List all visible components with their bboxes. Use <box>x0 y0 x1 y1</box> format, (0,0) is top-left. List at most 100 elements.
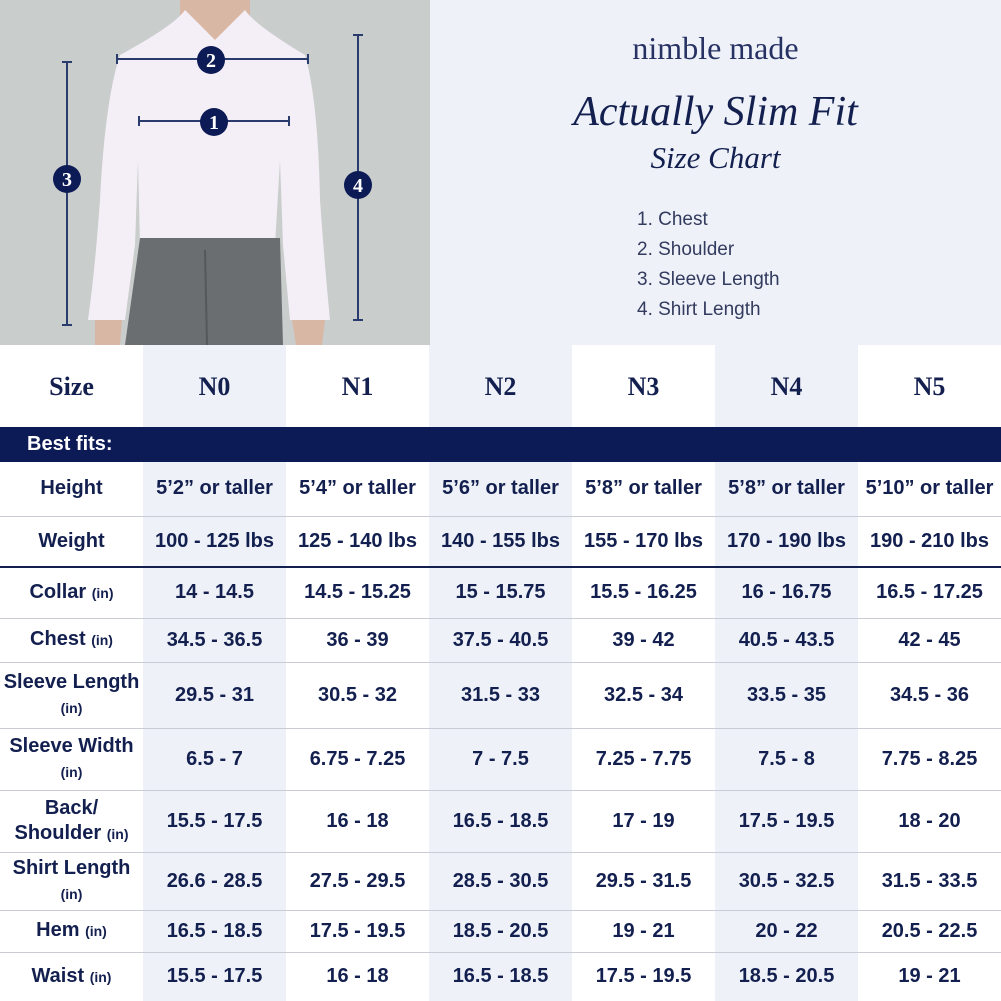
table-row: Sleeve Width (in) 6.5 - 7 6.75 - 7.25 7 - 7… <box>0 728 1001 791</box>
size-header-n4: N4 <box>715 345 858 427</box>
table-cell: 19 - 21 <box>898 965 961 988</box>
best-fits-band: Best fits: <box>0 427 1001 462</box>
table-cell: 15.5 - 17.5 <box>143 952 286 1001</box>
table-cell: 19 - 21 <box>572 910 715 953</box>
unit-label: (in) <box>60 885 83 902</box>
row-label: Weight <box>0 516 143 568</box>
table-cell: 34.5 - 36.5 <box>143 618 286 663</box>
row-label: Sleeve Width (in) <box>0 728 143 791</box>
row-label-text: Chest <box>30 628 86 650</box>
table-cell: 16 - 18 <box>286 790 429 853</box>
table-cell: 15.5 - 16.25 <box>572 567 715 619</box>
marker-2 <box>197 46 225 74</box>
row-label-text: Sleeve Width <box>9 734 134 757</box>
row-label-text: Back/ Shoulder <box>14 796 102 844</box>
table-cell: 7.75 - 8.25 <box>858 728 1001 791</box>
table-cell: 30.5 - 32.5 <box>715 852 858 911</box>
table-row: Shirt Length (in) 26.6 - 28.5 27.5 - 29.5 2… <box>0 852 1001 911</box>
size-header-n2: N2 <box>429 345 572 427</box>
svg-text:4: 4 <box>353 175 363 197</box>
table-cell: 125 - 140 lbs <box>286 516 429 568</box>
table-cell: 27.5 - 29.5 <box>286 852 429 911</box>
size-header-n3: N3 <box>627 371 660 401</box>
table-cell: 5’8” or taller <box>572 462 715 517</box>
unit-label: (in) <box>60 699 83 716</box>
table-cell: 17.5 - 19.5 <box>715 790 858 853</box>
size-label: Size <box>49 371 94 401</box>
table-cell: 6.5 - 7 <box>143 728 286 791</box>
table-cell: 16.5 - 17.25 <box>858 567 1001 619</box>
table-cell: 37.5 - 40.5 <box>429 618 572 663</box>
model-photo: 1 2 3 4 <box>0 0 430 345</box>
table-cell: 16.5 - 18.5 <box>429 790 572 853</box>
legend-item: 3. Sleeve Length <box>637 269 780 290</box>
size-table: Size N0 N1 N2 N3 N4 N5 Best fits: Height 5’2” or … <box>0 345 1001 1001</box>
row-label-text: Hem <box>36 919 80 941</box>
unit-label: (in) <box>60 763 83 780</box>
table-cell: 17 - 19 <box>572 790 715 853</box>
size-header-n5: N5 <box>913 371 946 401</box>
table-row: Back/ Shoulder (in) 15.5 - 17.5 16 - 18 16.… <box>0 790 1001 853</box>
table-cell: 15.5 - 17.5 <box>143 790 286 853</box>
row-label: Hem (in) <box>0 910 143 953</box>
table-cell: 6.75 - 7.25 <box>286 728 429 791</box>
unit-label: (in) <box>91 584 114 601</box>
table-cell: 33.5 - 35 <box>715 662 858 729</box>
table-cell: 14.5 - 15.25 <box>286 567 429 619</box>
legend-item: 1. Chest <box>637 209 708 230</box>
marker-3 <box>53 165 81 193</box>
measurement-legend: 1. Chest 2. Shoulder 3. Sleeve Length 4.… <box>637 205 780 325</box>
table-cell: 17.5 - 19.5 <box>286 910 429 953</box>
table-cell: 170 - 190 lbs <box>715 516 858 568</box>
table-cell: 40.5 - 43.5 <box>715 618 858 663</box>
table-cell: 26.6 - 28.5 <box>143 852 286 911</box>
row-label: Chest (in) <box>0 618 143 663</box>
table-row: Hem (in) 16.5 - 18.5 17.5 - 19.5 18.5 - 20.… <box>0 910 1001 953</box>
table-cell: 18.5 - 20.5 <box>715 952 858 1001</box>
row-label-text: Shirt Length <box>12 856 131 879</box>
table-cell: 15 - 15.75 <box>429 567 572 619</box>
table-cell: 18.5 - 20.5 <box>429 910 572 953</box>
table-row: Chest (in) 34.5 - 36.5 36 - 39 37.5 - 40.5 3… <box>0 618 1001 663</box>
table-cell: 5’8” or taller <box>715 462 858 517</box>
table-row: Sleeve Length (in) 29.5 - 31 30.5 - 32 31.5… <box>0 662 1001 729</box>
table-cell: 28.5 - 30.5 <box>429 852 572 911</box>
table-cell: 140 - 155 lbs <box>429 516 572 568</box>
page-title: Actually Slim Fit <box>573 89 858 135</box>
table-cell: 7 - 7.5 <box>429 728 572 791</box>
table-row: Weight 100 - 125 lbs 125 - 140 lbs 140 - 15… <box>0 516 1001 568</box>
unit-label: (in) <box>89 968 112 985</box>
table-cell: 7.5 - 8 <box>715 728 858 791</box>
table-cell: 190 - 210 lbs <box>858 516 1001 568</box>
best-fits-label: Best fits: <box>0 427 1001 462</box>
row-label: Collar (in) <box>0 567 143 619</box>
svg-text:3: 3 <box>62 169 72 191</box>
size-header-row: Size N0 N1 N2 N3 N4 N5 <box>0 345 1001 427</box>
table-cell: 20.5 - 22.5 <box>858 910 1001 953</box>
legend-item: 4. Shirt Length <box>637 299 761 320</box>
marker-4 <box>344 171 372 199</box>
svg-text:2: 2 <box>206 50 216 72</box>
table-cell: 155 - 170 lbs <box>572 516 715 568</box>
table-cell: 14 - 14.5 <box>143 567 286 619</box>
table-row: Height 5’2” or taller 5’4” or taller 5’6” o… <box>0 462 1001 517</box>
table-cell: 32.5 - 34 <box>572 662 715 729</box>
table-cell: 31.5 - 33.5 <box>858 852 1001 911</box>
table-cell: 5’4” or taller <box>286 462 429 517</box>
size-header-n0: N0 <box>143 345 286 427</box>
brand-logo: nimble made <box>632 30 799 66</box>
row-label-text: Collar <box>29 580 87 603</box>
row-label-text: Waist <box>31 964 85 987</box>
unit-label: (in) <box>91 632 113 648</box>
table-cell: 34.5 - 36 <box>858 662 1001 729</box>
table-cell: 5’10” or taller <box>858 462 1001 517</box>
table-cell: 16.5 - 18.5 <box>143 910 286 953</box>
table-row: Collar (in) 14 - 14.5 14.5 - 15.25 15 - 15.… <box>0 567 1001 619</box>
table-cell: 39 - 42 <box>572 618 715 663</box>
svg-text:1: 1 <box>209 112 219 134</box>
unit-label: (in) <box>106 825 129 842</box>
table-cell: 100 - 125 lbs <box>143 516 286 568</box>
table-cell: 18 - 20 <box>858 790 1001 853</box>
table-cell: 17.5 - 19.5 <box>595 965 692 988</box>
row-label-text: Sleeve Length <box>3 670 140 693</box>
